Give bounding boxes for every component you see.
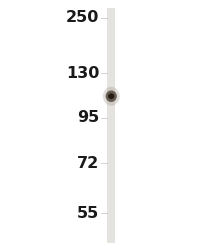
Ellipse shape — [108, 93, 114, 99]
Text: 72: 72 — [77, 156, 99, 170]
Text: 95: 95 — [77, 110, 99, 126]
Ellipse shape — [106, 90, 117, 102]
Text: 55: 55 — [77, 206, 99, 220]
Text: 130: 130 — [66, 66, 99, 80]
Text: 250: 250 — [66, 10, 99, 26]
Ellipse shape — [103, 87, 120, 106]
Bar — [107, 8, 115, 242]
